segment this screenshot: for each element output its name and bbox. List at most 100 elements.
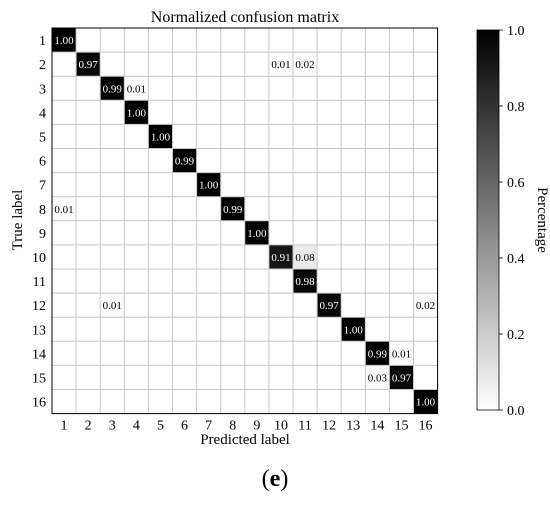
cell-value-2-10: 0.01 xyxy=(271,59,290,71)
cell-13-13 xyxy=(341,317,366,342)
y-tick-16: 16 xyxy=(32,396,46,411)
cell-value-6-6: 0.99 xyxy=(175,156,195,168)
x-tick-14: 14 xyxy=(370,419,384,434)
y-axis-label: True label xyxy=(10,190,26,251)
cell-15-15 xyxy=(389,365,414,390)
y-tick-1: 1 xyxy=(39,34,46,49)
y-tick-9: 9 xyxy=(39,227,46,242)
cell-value-3-4: 0.01 xyxy=(127,83,146,95)
cell-value-7-7: 1.00 xyxy=(199,180,219,192)
colorbar-tick-0.4: 0.4 xyxy=(507,252,525,267)
cell-12-16 xyxy=(413,293,438,318)
x-tick-1: 1 xyxy=(61,419,68,434)
cell-14-14 xyxy=(365,341,390,366)
matrix-frame xyxy=(51,27,439,415)
cell-value-14-15: 0.01 xyxy=(392,348,411,360)
cell-9-9 xyxy=(244,220,269,245)
cell-2-11 xyxy=(293,52,318,77)
x-tick-3: 3 xyxy=(109,419,116,434)
cell-3-4 xyxy=(124,76,149,101)
colorbar-tick-0.0: 0.0 xyxy=(507,404,525,419)
cell-value-14-14: 0.99 xyxy=(368,348,388,360)
y-tick-2: 2 xyxy=(39,58,46,73)
cell-value-13-13: 1.00 xyxy=(344,324,364,336)
cell-value-10-11: 0.08 xyxy=(295,252,315,264)
cell-value-8-1: 0.01 xyxy=(54,204,73,216)
cell-10-11 xyxy=(293,244,318,269)
cell-value-2-2: 0.97 xyxy=(79,59,99,71)
cell-value-15-15: 0.97 xyxy=(392,372,412,384)
x-tick-11: 11 xyxy=(298,419,311,434)
y-tick-8: 8 xyxy=(39,203,46,218)
x-tick-12: 12 xyxy=(322,419,336,434)
cell-value-3-3: 0.99 xyxy=(103,83,123,95)
colorbar-label: Percentage xyxy=(534,187,550,253)
cell-3-3 xyxy=(100,76,125,101)
panel-label-close: ) xyxy=(280,466,289,492)
cell-value-8-8: 0.99 xyxy=(223,204,243,216)
cell-value-2-11: 0.02 xyxy=(295,59,314,71)
y-tick-6: 6 xyxy=(39,155,46,170)
cell-11-11 xyxy=(293,269,318,294)
y-tick-10: 10 xyxy=(32,251,46,266)
panel-label: (e) xyxy=(0,466,550,493)
cell-value-4-4: 1.00 xyxy=(127,107,147,119)
colorbar-tick-1.0: 1.0 xyxy=(507,24,525,39)
cell-value-11-11: 0.98 xyxy=(295,276,315,288)
cell-15-14 xyxy=(365,365,390,390)
cell-12-12 xyxy=(317,293,342,318)
cell-value-16-16: 1.00 xyxy=(416,397,436,409)
x-tick-10: 10 xyxy=(274,419,288,434)
y-tick-11: 11 xyxy=(33,275,46,290)
x-tick-8: 8 xyxy=(229,419,236,434)
x-tick-7: 7 xyxy=(205,419,212,434)
cell-12-3 xyxy=(100,293,125,318)
cell-value-9-9: 1.00 xyxy=(247,228,267,240)
cell-value-12-3: 0.01 xyxy=(103,300,122,312)
cell-value-labels: 1.00 0.97 0.01 0.02 0.99 0.01 1.00 1.00 0.99 1.00… xyxy=(54,35,436,409)
cell-10-10 xyxy=(268,244,293,269)
colorbar-ticks: 0.0 0.2 0.4 0.6 0.8 1.0 xyxy=(499,24,525,419)
x-tick-6: 6 xyxy=(181,419,188,434)
panel-label-open: ( xyxy=(261,466,270,492)
cell-4-4 xyxy=(124,100,149,125)
cell-14-15 xyxy=(389,341,414,366)
cell-5-5 xyxy=(148,124,173,149)
confusion-matrix-chart: Normalized confusion matrix Predicted la… xyxy=(10,9,550,448)
x-tick-4: 4 xyxy=(133,419,140,434)
y-tick-5: 5 xyxy=(39,130,46,145)
cell-value-12-12: 0.97 xyxy=(320,300,340,312)
y-tick-14: 14 xyxy=(32,347,46,362)
panel-label-letter: e xyxy=(269,466,281,492)
x-tick-13: 13 xyxy=(346,419,360,434)
cell-value-1-1: 1.00 xyxy=(54,35,74,47)
x-tick-labels: 1 2 3 4 5 6 7 8 9 10 11 12 13 14 15 16 xyxy=(61,419,433,434)
cell-2-2 xyxy=(76,52,101,77)
cell-7-7 xyxy=(196,172,221,197)
x-tick-9: 9 xyxy=(253,419,260,434)
cell-value-12-16: 0.02 xyxy=(416,300,435,312)
x-tick-2: 2 xyxy=(85,419,92,434)
y-tick-7: 7 xyxy=(39,179,46,194)
colorbar-tick-0.8: 0.8 xyxy=(507,100,525,115)
cell-8-1 xyxy=(52,196,77,221)
cell-8-8 xyxy=(220,196,245,221)
x-tick-15: 15 xyxy=(394,419,408,434)
colorbar xyxy=(476,29,500,411)
cell-value-10-10: 0.91 xyxy=(271,252,290,264)
colorbar-tick-0.2: 0.2 xyxy=(507,328,525,343)
y-tick-13: 13 xyxy=(32,323,46,338)
cell-2-10 xyxy=(268,52,293,77)
chart-title: Normalized confusion matrix xyxy=(151,9,339,26)
matrix-grid xyxy=(51,27,439,415)
colorbar-tick-0.6: 0.6 xyxy=(507,176,525,191)
cell-16-16 xyxy=(413,389,438,414)
x-tick-5: 5 xyxy=(157,419,164,434)
cell-6-6 xyxy=(172,148,197,173)
x-tick-16: 16 xyxy=(419,419,433,434)
y-tick-15: 15 xyxy=(32,371,46,386)
y-tick-12: 12 xyxy=(32,299,46,314)
y-tick-4: 4 xyxy=(39,106,46,121)
y-tick-3: 3 xyxy=(39,82,46,97)
